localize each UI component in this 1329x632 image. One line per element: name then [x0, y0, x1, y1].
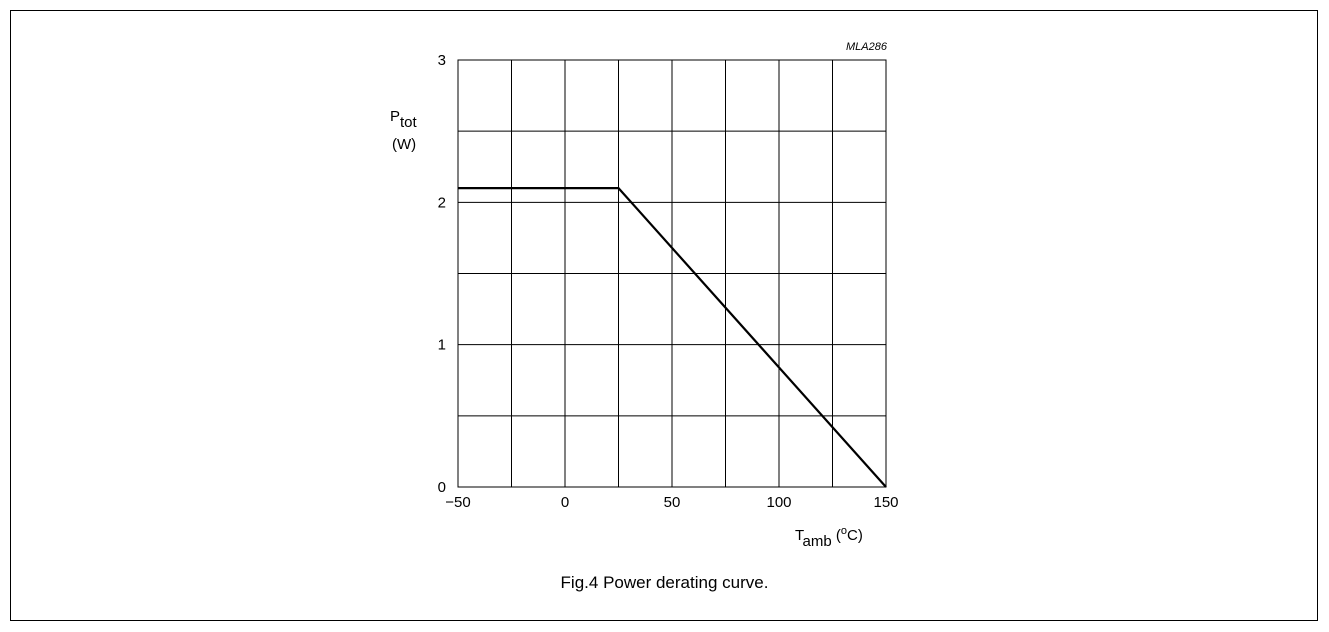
x-axis-label: Tamb (oC): [795, 525, 863, 550]
x-axis-label-unit-sup: o: [841, 525, 847, 537]
x-axis-label-unit-close: C): [847, 527, 863, 544]
plot-border: [457, 59, 887, 488]
x-axis-label-sub: amb: [803, 533, 832, 550]
y-tick-labels: 0 1 2 3: [438, 52, 446, 496]
y-tick-label: 3: [438, 52, 446, 69]
figure-caption: Fig.4 Power derating curve.: [560, 573, 769, 592]
y-tick-label: 1: [438, 337, 446, 354]
y-tick-label: 0: [438, 479, 446, 496]
figure-frame: [10, 10, 1318, 621]
figure-code: MLA286: [846, 41, 888, 53]
x-tick-label: 0: [561, 494, 569, 511]
x-axis-label-main: T: [795, 527, 804, 544]
y-axis-unit: (W): [392, 136, 416, 153]
y-axis-label: Ptot: [390, 108, 418, 131]
y-axis-label-main: P: [390, 108, 400, 125]
x-tick-label: 100: [766, 494, 791, 511]
x-tick-label: 150: [873, 494, 898, 511]
derating-curve: [458, 187, 887, 488]
x-axis-label-unit-open: (: [832, 527, 841, 544]
y-tick-label: 2: [438, 194, 446, 211]
x-tick-label: −50: [445, 494, 470, 511]
x-tick-label: 50: [664, 494, 681, 511]
grid: [457, 59, 887, 488]
y-axis-label-sub: tot: [400, 114, 418, 131]
x-tick-labels: −50 0 50 100 150: [445, 494, 898, 511]
